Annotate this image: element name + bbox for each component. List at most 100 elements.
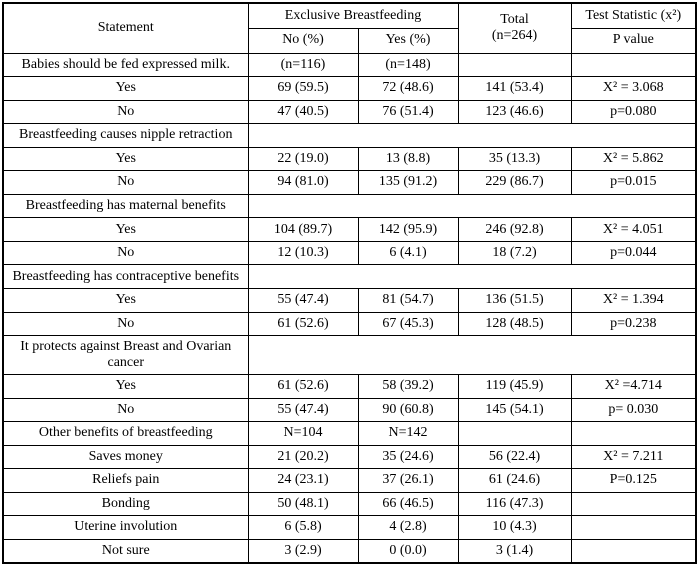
yes-percent-cell: 37 (26.1) (357, 468, 459, 493)
test-statistic-cell: X² =4.714 (570, 373, 697, 399)
section-row: Breastfeeding has contraceptive benefits (2, 264, 697, 289)
statement-cell: Yes (2, 217, 249, 242)
total-cell: 10 (4.3) (457, 515, 572, 540)
statement-cell: No (2, 397, 249, 423)
table-row: Yes 22 (19.0) 13 (8.8) 35 (13.3) X² = 5.862 (2, 146, 697, 172)
no-percent-cell: 6 (5.8) (247, 515, 359, 540)
header-yes-percent: Yes (%) (357, 27, 459, 54)
test-statistic-cell: p=0.238 (570, 311, 697, 337)
header-p-value: P value (570, 27, 697, 54)
test-statistic-cell: X² = 5.862 (570, 146, 697, 172)
header-total: Total (n=264) (457, 2, 572, 54)
statement-cell: Bonding (2, 491, 249, 517)
header-group-exclusive-breastfeeding: Exclusive Breastfeeding (247, 2, 459, 29)
total-cell: 123 (46.6) (457, 99, 572, 125)
yes-percent-cell: 67 (45.3) (357, 311, 459, 337)
section-row: Breastfeeding has maternal benefits (2, 193, 697, 219)
yes-percent-cell: 142 (95.9) (357, 217, 459, 242)
yes-percent-cell: 58 (39.2) (357, 373, 459, 399)
no-percent-cell: 61 (52.6) (247, 311, 359, 337)
test-statistic-cell: p=0.080 (570, 99, 697, 125)
table-row: Yes 69 (59.5) 72 (48.6) 141 (53.4) X² = 3.06… (2, 76, 697, 101)
no-percent-cell: 69 (59.5) (247, 76, 359, 101)
test-statistic-cell: p=0.015 (570, 170, 697, 195)
total-cell: 116 (47.3) (457, 491, 572, 517)
no-percent-cell: 55 (47.4) (247, 287, 359, 313)
table-row: No 12 (10.3) 6 (4.1) 18 (7.2) p=0.044 (2, 240, 697, 266)
table-row: Reliefs pain 24 (23.1) 37 (26.1) 61 (24.6) P… (2, 468, 697, 493)
total-cell: 128 (48.5) (457, 311, 572, 337)
no-percent-cell: 50 (48.1) (247, 491, 359, 517)
header-statement: Statement (2, 2, 249, 54)
no-percent-cell: (n=116) (247, 52, 359, 78)
test-statistic-cell (570, 421, 697, 446)
total-cell: 61 (24.6) (457, 468, 572, 493)
test-statistic-cell (570, 491, 697, 517)
statement-cell: Yes (2, 146, 249, 172)
total-cell (457, 52, 572, 78)
header-row-2: No (%) Yes (%) P value (3, 27, 697, 54)
statement-cell: Saves money (2, 444, 249, 470)
section-row: It protects against Breast and Ovarian c… (2, 335, 697, 375)
total-cell: 145 (54.1) (457, 397, 572, 423)
yes-percent-cell: N=142 (357, 421, 459, 446)
no-percent-cell: 61 (52.6) (247, 373, 359, 399)
test-statistic-cell: X² = 3.068 (570, 76, 697, 101)
statement-cell: Yes (2, 287, 249, 313)
header-total-line2: (n=264) (491, 28, 538, 44)
table-row: Yes 104 (89.7) 142 (95.9) 246 (92.8) X² = 4.… (2, 217, 697, 242)
merged-empty-cell (247, 123, 697, 148)
test-statistic-cell (570, 52, 697, 78)
merged-empty-cell (247, 335, 697, 375)
table-row: Saves money 21 (20.2) 35 (24.6) 56 (22.4) X²… (2, 444, 697, 470)
table-row: Not sure 3 (2.9) 0 (0.0) 3 (1.4) (2, 538, 697, 564)
statement-cell: Breastfeeding causes nipple retraction (2, 123, 249, 148)
yes-percent-cell: 0 (0.0) (357, 538, 459, 564)
header-test-statistic: Test Statistic (x²) (570, 2, 697, 29)
table-body: Babies should be fed expressed milk. (n=1… (2, 52, 697, 564)
yes-percent-cell: 72 (48.6) (357, 76, 459, 101)
table-row: No 55 (47.4) 90 (60.8) 145 (54.1) p= 0.030 (2, 397, 697, 423)
yes-percent-cell: 66 (46.5) (357, 491, 459, 517)
test-statistic-cell: P=0.125 (570, 468, 697, 493)
statement-cell: Uterine involution (2, 515, 249, 540)
test-statistic-cell: p= 0.030 (570, 397, 697, 423)
yes-percent-cell: 6 (4.1) (357, 240, 459, 266)
statement-cell: Yes (2, 373, 249, 399)
statement-cell: No (2, 99, 249, 125)
no-percent-cell: 55 (47.4) (247, 397, 359, 423)
table-row: Yes 61 (52.6) 58 (39.2) 119 (45.9) X² =4.714 (2, 373, 697, 399)
statement-cell: Breastfeeding has contraceptive benefits (2, 264, 249, 289)
table-row: Babies should be fed expressed milk. (n=1… (2, 52, 697, 78)
table-row: No 61 (52.6) 67 (45.3) 128 (48.5) p=0.238 (2, 311, 697, 337)
statement-cell: Other benefits of breastfeeding (2, 421, 249, 446)
merged-empty-cell (247, 193, 697, 219)
statement-cell: Breastfeeding has maternal benefits (2, 193, 249, 219)
statement-cell: No (2, 170, 249, 195)
total-cell (457, 421, 572, 446)
no-percent-cell: 22 (19.0) (247, 146, 359, 172)
section-row: Breastfeeding causes nipple retraction (2, 123, 697, 148)
no-percent-cell: 24 (23.1) (247, 468, 359, 493)
yes-percent-cell: 90 (60.8) (357, 397, 459, 423)
table-row: No 47 (40.5) 76 (51.4) 123 (46.6) p=0.080 (2, 99, 697, 125)
total-cell: 141 (53.4) (457, 76, 572, 101)
test-statistic-cell: X² = 7.211 (570, 444, 697, 470)
no-percent-cell: 21 (20.2) (247, 444, 359, 470)
yes-percent-cell: 135 (91.2) (357, 170, 459, 195)
test-statistic-cell: X² = 1.394 (570, 287, 697, 313)
total-cell: 3 (1.4) (457, 538, 572, 564)
merged-empty-cell (247, 264, 697, 289)
total-cell: 136 (51.5) (457, 287, 572, 313)
header-no-percent: No (%) (247, 27, 359, 54)
statement-cell: Not sure (2, 538, 249, 564)
statement-cell: No (2, 311, 249, 337)
yes-percent-cell: 13 (8.8) (357, 146, 459, 172)
test-statistic-cell: X² = 4.051 (570, 217, 697, 242)
table-row: Bonding 50 (48.1) 66 (46.5) 116 (47.3) (2, 491, 697, 517)
statement-cell: No (2, 240, 249, 266)
test-statistic-cell: p=0.044 (570, 240, 697, 266)
no-percent-cell: 47 (40.5) (247, 99, 359, 125)
total-cell: 246 (92.8) (457, 217, 572, 242)
